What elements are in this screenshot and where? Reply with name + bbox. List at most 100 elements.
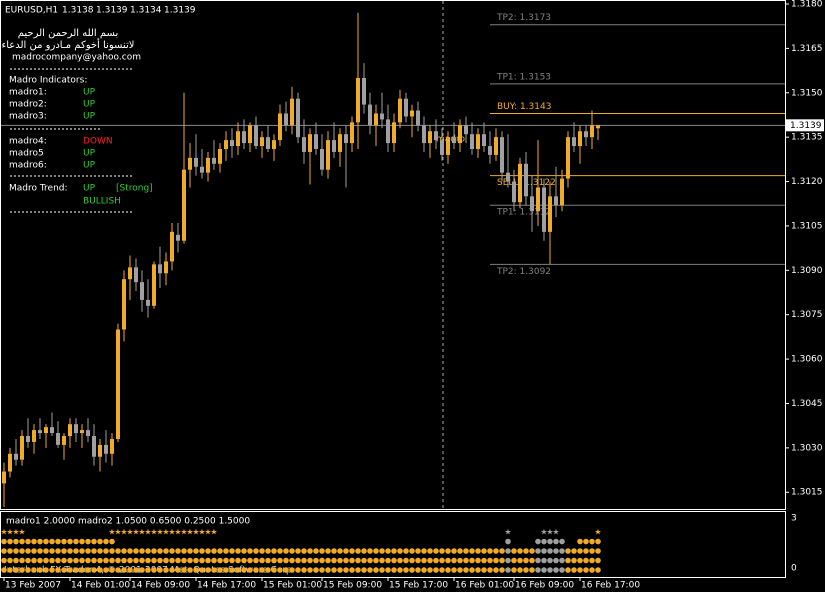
dot (7, 548, 13, 554)
dot-column (475, 548, 481, 573)
candle (500, 131, 504, 182)
dot (49, 557, 55, 564)
candle (182, 92, 186, 244)
candle-body (158, 264, 162, 274)
dot (205, 567, 211, 573)
dot (439, 567, 445, 573)
dot-column (271, 548, 277, 573)
candle (428, 125, 432, 158)
dot-column (565, 548, 571, 573)
dot (493, 567, 499, 573)
candle-body (296, 98, 300, 138)
dot-column (319, 548, 325, 573)
dot (31, 548, 37, 554)
dot-column (541, 538, 547, 573)
dot (379, 557, 385, 564)
dot (529, 557, 535, 564)
candle (452, 122, 456, 149)
dot-column (1, 538, 7, 573)
dot (295, 548, 301, 554)
dot (565, 548, 571, 554)
dot-column (145, 548, 151, 573)
candle-body (224, 140, 228, 149)
dot (343, 557, 349, 564)
indicator-name: madro6: (9, 161, 47, 171)
candle-body (74, 424, 78, 434)
dot (403, 567, 409, 573)
dot (169, 548, 175, 554)
dot (505, 538, 511, 545)
dot (313, 557, 319, 564)
dot (223, 557, 229, 564)
dot (463, 548, 469, 554)
dot (199, 548, 205, 554)
dot (13, 538, 19, 545)
candle-body (284, 113, 288, 126)
dot-column (49, 538, 55, 573)
dot (7, 567, 13, 573)
dot (1, 557, 7, 564)
dot (283, 557, 289, 564)
dot (121, 567, 127, 573)
candle (164, 252, 168, 286)
dot (415, 557, 421, 564)
candle (548, 181, 552, 265)
dot-column (169, 548, 175, 573)
dot (487, 557, 493, 564)
dot (361, 548, 367, 554)
dot (487, 567, 493, 573)
indicator-name: madro1: (9, 88, 47, 98)
candle (392, 113, 396, 152)
arabic-line: لاتنسونا أخوكم مـادرو من الدعاء (2, 38, 135, 51)
candle-body (332, 140, 336, 152)
dot (103, 557, 109, 564)
dot (499, 548, 505, 554)
x-tick-label: 16 Feb 01:00 (455, 581, 514, 591)
dot (307, 548, 313, 554)
dot (241, 557, 247, 564)
x-tick-label: 14 Feb 09:00 (131, 581, 190, 591)
candle-body (290, 98, 294, 126)
dot (223, 548, 229, 554)
candle-body (398, 98, 402, 123)
candle (206, 151, 210, 182)
dot (571, 548, 577, 554)
dot (595, 557, 601, 564)
dot (139, 557, 145, 564)
candle (194, 134, 198, 176)
candle-body (566, 137, 570, 179)
candle-body (134, 267, 138, 283)
dot (247, 557, 253, 564)
signal-star: ★ (186, 528, 193, 537)
dot (115, 548, 121, 554)
dot (79, 538, 85, 545)
header-price: 1.3134 (130, 6, 162, 16)
dot (271, 567, 277, 573)
candle-body (470, 134, 474, 149)
dot (595, 548, 601, 554)
candle-body (116, 329, 120, 439)
dot-column (133, 548, 139, 573)
dot (121, 548, 127, 554)
candle (38, 418, 42, 439)
dot (541, 548, 547, 554)
candle (2, 462, 6, 508)
dot (553, 567, 559, 573)
dot (109, 538, 115, 545)
candle (380, 92, 384, 129)
dot-column (493, 548, 499, 573)
candle-body (494, 137, 498, 155)
dot (109, 557, 115, 564)
dot (37, 538, 43, 545)
dot (325, 548, 331, 554)
dot (427, 548, 433, 554)
dot (337, 567, 343, 573)
dot (553, 538, 559, 545)
dot (331, 557, 337, 564)
candle (248, 122, 252, 152)
candle-body (110, 438, 114, 454)
dot (547, 538, 553, 545)
dot-column (469, 548, 475, 573)
dot-column (595, 538, 601, 573)
